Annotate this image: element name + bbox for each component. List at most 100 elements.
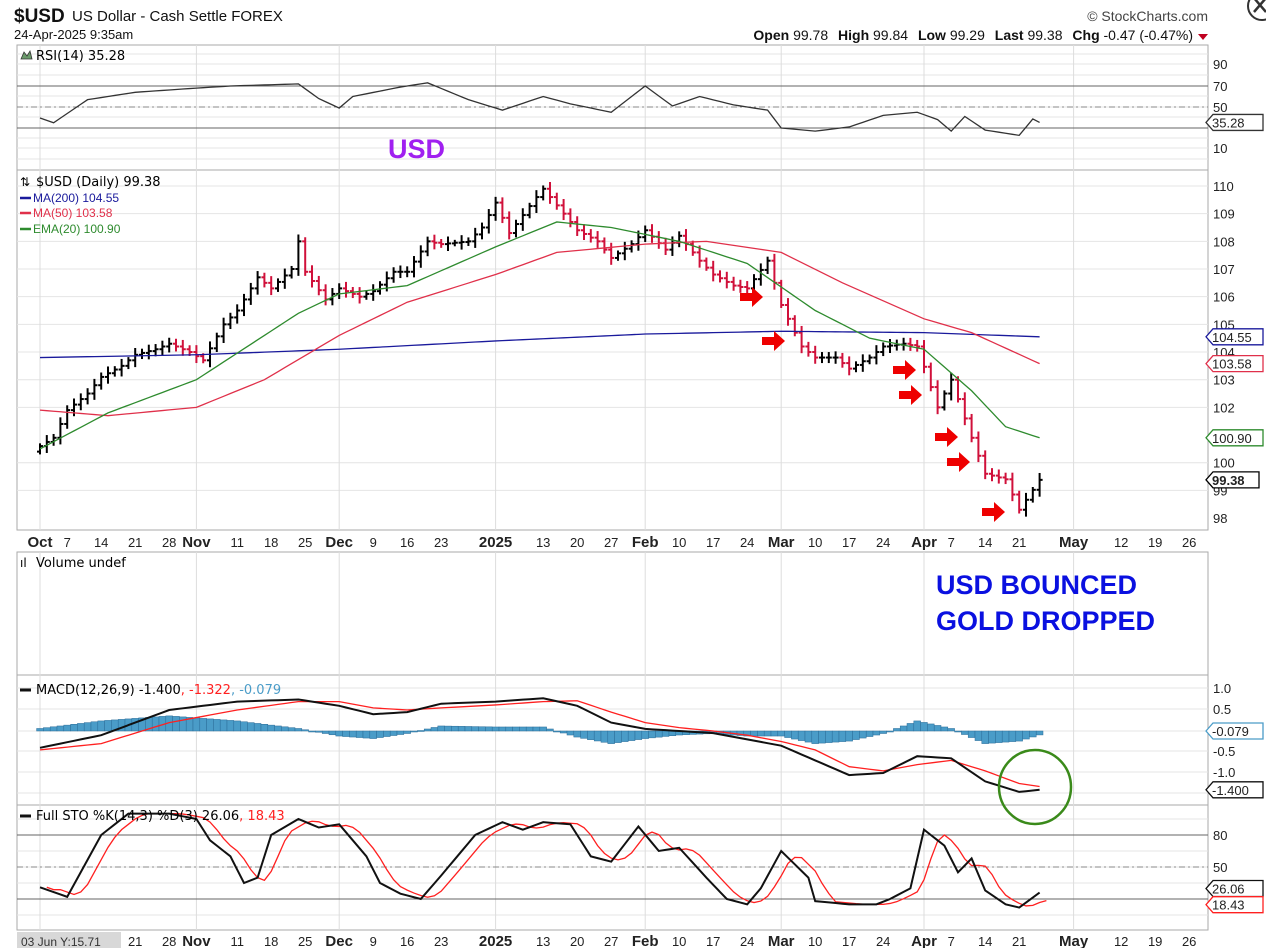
macd-histogram-bar [349,730,357,738]
low-label: Low [918,27,946,43]
price-bar [363,290,370,300]
x-tick-label: 19 [1148,934,1162,948]
macd-histogram-bar [831,730,840,743]
x-tick-label: Mar [768,534,795,551]
macd-histogram-bar [294,728,303,732]
price-bar [166,337,173,353]
price-bar [696,245,703,268]
macd-histogram-bar [77,723,85,732]
macd-histogram-bar [961,730,969,735]
macd-histogram-bar [192,717,201,732]
price-bar [594,231,601,248]
macd-histogram-bar [648,730,656,739]
x-tick-label: Feb [632,534,659,551]
ma200-line [39,330,1040,359]
x-tick-label: 10 [672,535,686,550]
tooltip-box [17,932,121,948]
price-bar [948,372,955,401]
macd-histogram-bar [641,730,649,739]
x-tick-label: 17 [706,535,720,550]
chg-label: Chg [1072,27,1099,43]
macd-histogram-bar [865,730,874,737]
value-badge-label: -0.079 [1212,724,1249,739]
price-bar [343,281,349,298]
macd-histogram-bar [457,726,466,732]
price-bar [220,317,227,344]
x-tick-label: 18 [264,934,278,948]
highlight-circle [997,748,1073,826]
x-tick-label: 24 [740,535,754,550]
macd-histogram-bar [512,726,520,732]
price-bar [322,284,329,306]
macd-histogram-bar [1022,730,1030,740]
price-bar [1023,492,1029,517]
price-bar [499,197,506,224]
price-bar [839,352,846,368]
hist-value: , -0.079 [231,683,281,698]
price-bar [832,351,839,364]
price-bar [961,392,968,426]
x-tick-label: Apr [911,534,937,551]
x-tick-label: 11 [230,535,244,550]
macd-histogram-bar [321,730,330,734]
macd-histogram-bar [287,727,296,732]
x-tick-label: 13 [536,535,550,550]
macd-value: MACD(12,26,9) -1.400 [36,683,181,698]
price-bar [526,202,533,219]
macd-histogram-bar [342,730,350,737]
x-tick-label: 2025 [479,534,512,551]
price-bar [438,239,445,248]
macd-histogram-bar [63,724,71,732]
price-bar [880,342,887,357]
close-icon[interactable] [1247,0,1266,21]
price-bar [98,372,105,390]
price-bar [315,275,322,296]
macd-histogram-bar [940,726,949,732]
macd-histogram-bar [981,730,989,744]
price-bar [540,185,547,201]
macd-histogram-bar [410,730,418,733]
red-arrow-icon [935,427,958,447]
ma50-line [39,240,1040,417]
macd-histogram-bar [784,730,792,738]
x-tick-label: 14 [978,934,992,948]
value-badge [1205,471,1260,489]
price-bar [472,227,479,248]
red-arrow-icon [740,287,763,307]
macd-histogram-bar [627,730,636,741]
macd-histogram-bar [566,730,575,736]
x-tick-label: 27 [604,934,618,948]
macd-histogram-bar [376,730,384,738]
price-bar [587,229,594,243]
sto-legend: Full STO %K(14,3) %D(3) 26.06, 18.43 [36,809,285,824]
macd-histogram-bar [573,730,581,738]
price-bar [1002,472,1009,485]
macd-histogram-bar [1008,730,1017,742]
price-bar [968,413,975,443]
x-tick-label: 7 [64,535,71,550]
x-tick-label: Dec [325,534,353,551]
price-bar [662,237,669,256]
price-bar [853,361,859,373]
x-tick-label: 27 [604,535,618,550]
price-bar [424,236,431,257]
macd-histogram-bar [417,730,425,732]
price-bar [193,345,200,364]
gridlines: Oct 7 14 21212828NovNov111118182525DecDec99… [16,44,1264,948]
price-bar [241,293,247,317]
price-bar [125,357,132,370]
value-badge [1205,354,1264,373]
x-tick-label: 13 [536,934,550,948]
price-bar [254,271,261,295]
value-badge-label: 35.28 [1212,115,1245,130]
x-tick-label: 21 [128,535,142,550]
price-bar [105,366,111,384]
price-bar [281,268,288,289]
price-bar [703,257,710,271]
x-tick-label: 16 [400,934,414,948]
price-bar [118,358,125,377]
x-tick-label: 24 [876,934,890,948]
price-bar [819,352,825,364]
price-bar [1036,472,1043,497]
last-label: Last [995,27,1024,43]
